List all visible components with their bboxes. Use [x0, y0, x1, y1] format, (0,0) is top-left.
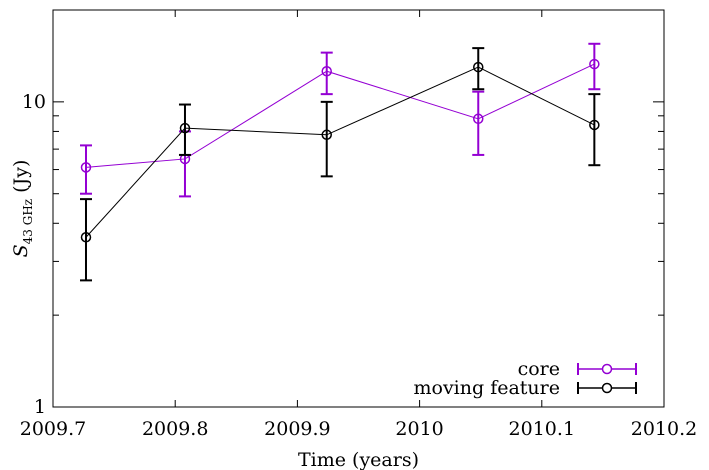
series-line	[85, 66, 595, 238]
legend-marker	[601, 363, 613, 375]
x-tick-label: 2009.8	[142, 418, 208, 440]
data-point	[179, 122, 191, 134]
legend-marker	[601, 382, 613, 394]
data-point	[473, 61, 484, 73]
y-tick-label: 10	[22, 91, 46, 113]
data-point	[321, 65, 332, 77]
y-axis-label-unit: (Jy)	[10, 160, 32, 199]
data-point	[473, 113, 484, 125]
x-tick-label: 2010.2	[631, 418, 697, 440]
x-axis-label: Time (years)	[298, 449, 419, 470]
data-point	[589, 119, 600, 131]
data-point	[321, 129, 332, 141]
legend-label: moving feature	[413, 377, 560, 399]
x-tick-label: 2010	[395, 418, 443, 440]
data-point	[589, 58, 600, 70]
plot-frame	[52, 9, 665, 408]
series-layer	[79, 42, 601, 282]
x-tick-label: 2009.7	[20, 418, 86, 440]
y-axis-label-sub: 43 GHz	[21, 199, 35, 244]
y-axis-label-main: S	[10, 244, 32, 257]
x-tick-label: 2009.9	[264, 418, 330, 440]
ticks-layer: 2009.7 2009.8 2009.9 2010 2010.1 2010.2 1 10	[20, 9, 697, 440]
series-core	[79, 42, 601, 198]
series-moving-feature	[79, 47, 601, 282]
y-tick-label: 1	[34, 396, 46, 418]
y-axis-label: S43 GHz (Jy)	[10, 160, 35, 258]
legend-label: core	[518, 358, 560, 380]
x-tick-label: 2010.1	[509, 418, 575, 440]
data-point	[80, 231, 92, 243]
data-point	[80, 162, 92, 173]
series-line	[85, 63, 595, 168]
